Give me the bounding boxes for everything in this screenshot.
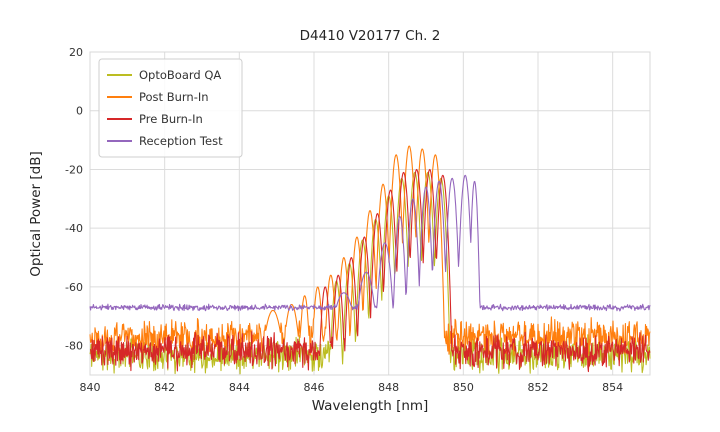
x-axis-label: Wavelength [nm] (312, 398, 429, 414)
x-tick-label: 842 (154, 381, 175, 394)
y-tick-label: -20 (65, 163, 83, 176)
legend-label: Reception Test (139, 134, 223, 148)
legend-box (98, 58, 243, 158)
legend-label: Post Burn-In (139, 90, 209, 104)
y-tick-label: -80 (65, 340, 83, 353)
x-tick-label: 840 (80, 381, 101, 394)
x-tick-label: 854 (602, 381, 623, 394)
series-line-reception-test (89, 174, 651, 312)
x-tick-label: 844 (229, 381, 250, 394)
y-tick-label: -40 (65, 222, 83, 235)
x-tick-label: 846 (304, 381, 325, 394)
plot-border (89, 51, 651, 376)
y-tick-label: 20 (69, 46, 83, 59)
tick-layer: 840 842 844 846 848 850 852 854 20 0 -20 -40 -60 -80 (65, 46, 623, 394)
y-axis-label: Optical Power [dB] (28, 151, 44, 276)
series-line-pre-burn-in (89, 168, 651, 373)
series-line-post-burn-in (89, 145, 651, 357)
legend: OptoBoard QA Post Burn-In Pre Burn-In Recep… (98, 58, 243, 158)
x-tick-label: 852 (528, 381, 549, 394)
x-tick-label: 848 (378, 381, 399, 394)
y-tick-label: 0 (76, 105, 83, 118)
legend-label: Pre Burn-In (139, 112, 203, 126)
x-tick-label: 850 (453, 381, 474, 394)
legend-label: OptoBoard QA (139, 68, 221, 82)
y-tick-label: -60 (65, 281, 83, 294)
chart-title: D4410 V20177 Ch. 2 (300, 28, 441, 44)
series-layer (89, 145, 651, 375)
